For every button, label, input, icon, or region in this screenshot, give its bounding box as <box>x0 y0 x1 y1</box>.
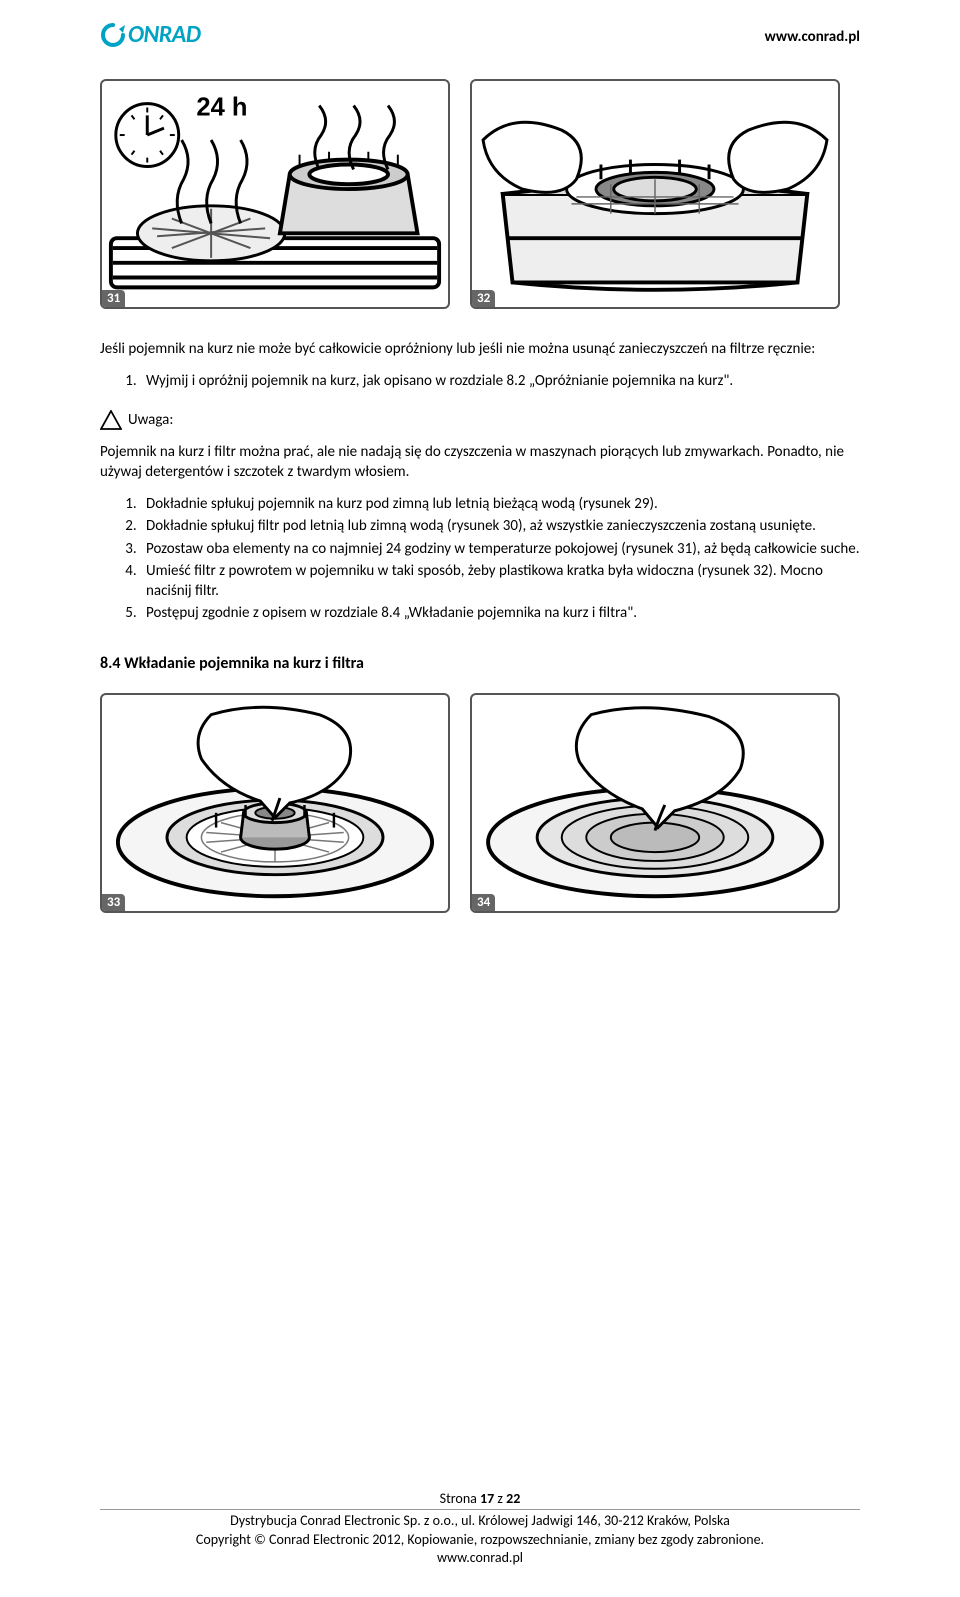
footer-url: www.conrad.pl <box>0 1549 960 1567</box>
header-url: www.conrad.pl <box>765 28 860 46</box>
figure-34: 34 <box>470 693 840 913</box>
page-footer: Strona 17 z 22 Dystrybucja Conrad Electr… <box>0 1490 960 1567</box>
clock-label: 24 h <box>196 93 247 121</box>
illustration-press-filter-icon <box>102 695 448 911</box>
figure-row-top: 24 h <box>100 79 860 309</box>
page-mid: z <box>494 1490 506 1507</box>
illustration-press-cover-icon <box>472 695 838 911</box>
footer-divider <box>100 1509 860 1510</box>
footer-distributor: Dystrybucja Conrad Electronic Sp. z o.o.… <box>0 1512 960 1530</box>
logo-arc-icon <box>100 22 126 48</box>
figure-number: 32 <box>472 290 495 307</box>
instruction-list-2: Dokładnie spłukuj pojemnik na kurz pod z… <box>140 494 860 624</box>
list-item: Wyjmij i opróżnij pojemnik na kurz, jak … <box>140 371 860 391</box>
caution-label: Uwaga: <box>128 411 173 429</box>
list-item: Pozostaw oba elementy na co najmniej 24 … <box>140 539 860 559</box>
page-header: ONRAD www.conrad.pl <box>100 20 860 49</box>
illustration-drying-icon: 24 h <box>102 81 448 307</box>
page-number: Strona 17 z 22 <box>0 1490 960 1507</box>
paragraph: Jeśli pojemnik na kurz nie może być całk… <box>100 339 860 359</box>
page-total: 22 <box>506 1490 520 1507</box>
list-item: Dokładnie spłukuj filtr pod letnią lub z… <box>140 516 860 536</box>
figure-31: 24 h <box>100 79 450 309</box>
logo-text: ONRAD <box>128 20 200 49</box>
page-prefix: Strona <box>440 1490 480 1507</box>
illustration-insert-filter-icon <box>472 81 838 307</box>
warning-triangle-icon <box>100 410 122 430</box>
footer-copyright: Copyright © Conrad Electronic 2012, Kopi… <box>0 1531 960 1549</box>
brand-logo: ONRAD <box>100 20 200 49</box>
figure-number: 33 <box>102 894 125 911</box>
instruction-list-1: Wyjmij i opróżnij pojemnik na kurz, jak … <box>140 371 860 391</box>
list-item: Postępuj zgodnie z opisem w rozdziale 8.… <box>140 603 860 623</box>
section-heading: 8.4 Wkładanie pojemnika na kurz i filtra <box>100 654 860 673</box>
list-item: Dokładnie spłukuj pojemnik na kurz pod z… <box>140 494 860 514</box>
figure-33: 33 <box>100 693 450 913</box>
figure-number: 34 <box>472 894 495 911</box>
paragraph: Pojemnik na kurz i filtr można prać, ale… <box>100 442 860 483</box>
list-item: Umieść filtr z powrotem w pojemniku w ta… <box>140 561 860 602</box>
figure-number: 31 <box>102 290 125 307</box>
page-current: 17 <box>480 1490 494 1507</box>
figure-32: 32 <box>470 79 840 309</box>
figure-row-bottom: 33 34 <box>100 693 860 913</box>
caution-row: Uwaga: <box>100 410 860 430</box>
